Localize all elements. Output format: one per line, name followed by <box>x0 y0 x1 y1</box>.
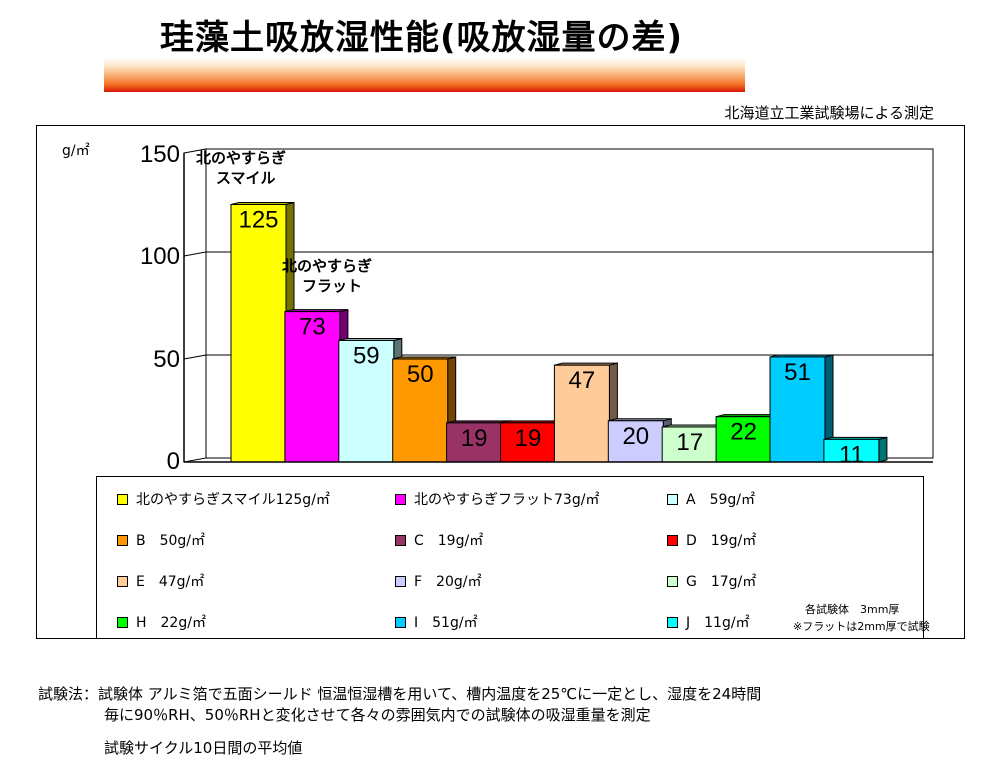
legend-label: A 59g/㎡ <box>686 492 755 508</box>
bar-annotation-text: 北のやすらぎフラット <box>282 256 372 296</box>
legend-label: 北のやすらぎスマイル125g/㎡ <box>136 492 330 508</box>
legend-item: I 51g/㎡ <box>395 612 478 632</box>
page-title: 珪藻土吸放湿性能(吸放湿量の差) <box>160 18 684 58</box>
legend-label: 北のやすらぎフラット73g/㎡ <box>414 492 600 508</box>
legend-swatch <box>395 575 406 587</box>
legend-item: A 59g/㎡ <box>667 489 755 509</box>
legend-swatch <box>667 534 678 546</box>
legend-item: F 20g/㎡ <box>395 571 481 591</box>
legend-label: H 22g/㎡ <box>136 615 206 631</box>
test-method-line-1: 試験法：試験体 アルミ箔で五面シールド 恒温恒湿槽を用いて、槽内温度を25℃に一… <box>38 685 762 703</box>
title-underline-bar <box>104 58 745 92</box>
bar <box>392 358 449 463</box>
gridline-side <box>183 354 207 360</box>
legend-item: G 17g/㎡ <box>667 571 756 591</box>
bar-value-label: 20 <box>622 423 649 450</box>
bar-annotation-line: フラット <box>302 277 363 295</box>
bar-value-label: 59 <box>353 342 380 369</box>
y-tick-label: 150 <box>139 141 180 168</box>
legend-swatch <box>117 616 128 628</box>
legend-label: C 19g/㎡ <box>414 533 484 549</box>
legend-label: B 50g/㎡ <box>136 533 206 549</box>
legend-label: J 11g/㎡ <box>686 615 750 631</box>
bar-value-label: 73 <box>299 314 326 341</box>
legend-item: J 11g/㎡ <box>667 612 750 632</box>
bar-annotation-line: スマイル <box>216 169 276 187</box>
legend-item: D 19g/㎡ <box>667 530 756 550</box>
bar-value-label: 22 <box>730 419 757 446</box>
legend-swatch <box>667 575 678 587</box>
bar <box>769 356 826 463</box>
legend-item: 北のやすらぎスマイル125g/㎡ <box>117 489 330 509</box>
y-tick-label: 0 <box>166 448 180 475</box>
legend-swatch <box>395 493 406 505</box>
bar-value-label: 11 <box>839 441 864 468</box>
legend-item: E 47g/㎡ <box>117 571 204 591</box>
y-unit-label: g/㎡ <box>62 143 90 159</box>
legend-swatch <box>117 575 128 587</box>
legend-item: B 50g/㎡ <box>117 530 205 550</box>
bar-annotation-text: 北のやすらぎスマイル <box>196 148 286 188</box>
bar-value-label: 19 <box>461 425 488 452</box>
gridline-side <box>183 251 207 257</box>
bar <box>607 420 664 463</box>
bar <box>284 311 341 463</box>
thickness-note: 各試験体 3mm厚 <box>805 603 900 616</box>
bar <box>446 422 503 463</box>
bar-annotation-smile: 北のやすらぎスマイル <box>196 148 286 188</box>
y-tick-label: 50 <box>153 346 180 373</box>
test-method-line-3: 試験サイクル10日間の平均値 <box>104 739 303 757</box>
bar <box>500 422 556 463</box>
bar <box>338 339 395 463</box>
legend-item: H 22g/㎡ <box>117 612 206 632</box>
bar <box>230 204 287 463</box>
legend-swatch <box>395 616 406 628</box>
bar-value-label: 51 <box>784 359 811 386</box>
y-tick-label: 100 <box>139 243 180 270</box>
bar-value-label: 19 <box>515 425 542 452</box>
bar-annotation-line: 北のやすらぎ <box>282 257 373 275</box>
bar-value-label: 47 <box>569 367 596 394</box>
bar-value-label: 50 <box>407 361 434 388</box>
legend-swatch <box>667 616 678 628</box>
test-method-line-2: 毎に90％RH、50％RHと変化させて各々の雰囲気内での試験体の吸湿重量を測定 <box>104 706 651 724</box>
legend-swatch <box>667 493 678 505</box>
legend-label: E 47g/㎡ <box>136 574 205 590</box>
legend-swatch <box>395 534 406 546</box>
bar-value-label: 17 <box>676 429 703 456</box>
bar-annotation-flat: 北のやすらぎフラット <box>282 256 372 296</box>
plot-side-wall <box>183 148 207 463</box>
legend-label: G 17g/㎡ <box>686 574 757 590</box>
legend-label: I 51g/㎡ <box>414 615 478 631</box>
bar-value-label: 125 <box>238 207 278 234</box>
bar-side <box>878 436 888 463</box>
legend: 北のやすらぎスマイル125g/㎡ 北のやすらぎフラット73g/㎡ A 59g/㎡… <box>96 476 930 639</box>
legend-label: D 19g/㎡ <box>686 533 757 549</box>
legend-item: C 19g/㎡ <box>395 530 483 550</box>
legend-item: 北のやすらぎフラット73g/㎡ <box>395 489 599 509</box>
legend-label: F 20g/㎡ <box>414 574 482 590</box>
legend-swatch <box>117 534 128 546</box>
flat-thickness-note: ※フラットは2mm厚で試験 <box>793 620 930 633</box>
bar-annotation-line: 北のやすらぎ <box>196 149 287 167</box>
legend-swatch <box>117 493 128 505</box>
bars: 125 73 59 50 19 19 47 20 17 22 51 11 <box>230 201 888 468</box>
source-note: 北海道立工業試験場による測定 <box>724 104 934 122</box>
